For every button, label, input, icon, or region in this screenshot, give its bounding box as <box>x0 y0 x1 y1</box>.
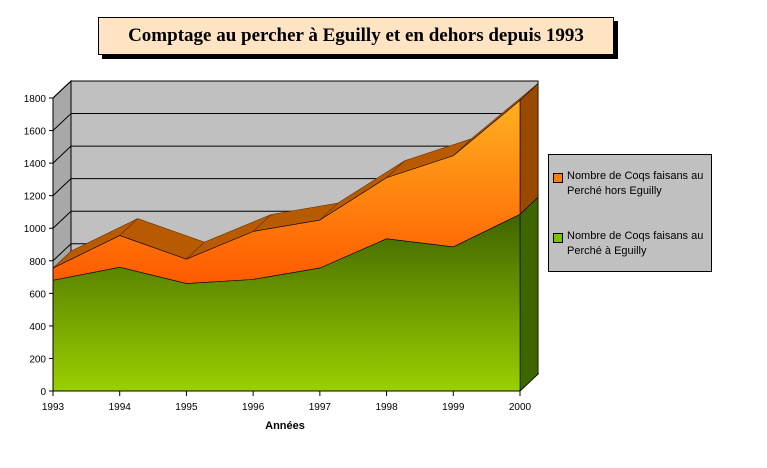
legend-swatch-orange <box>553 173 563 183</box>
legend-item-eguilly: Nombre de Coqs faisans au Perché à Eguil… <box>553 229 707 259</box>
y-tick-label: 0 <box>40 387 46 398</box>
chart-title: Comptage au percher à Eguilly et en deho… <box>98 17 614 55</box>
x-tick-label: 1998 <box>375 402 398 413</box>
x-tick-label: 1995 <box>175 402 198 413</box>
gridline-side <box>52 113 72 131</box>
x-tick-label: 2000 <box>509 402 532 413</box>
y-tick-label: 1600 <box>24 127 47 138</box>
gridline-side <box>52 210 72 229</box>
y-tick-label: 1800 <box>24 94 47 105</box>
y-tick-label: 600 <box>29 289 46 300</box>
series-area-eguilly <box>52 213 521 392</box>
x-axis-tick-labels: 1993 1994 1995 1996 1997 1998 1999 2000 <box>42 402 532 413</box>
gridline-side <box>52 145 72 164</box>
x-tick-label: 1994 <box>109 402 132 413</box>
legend-swatch-green <box>553 233 563 243</box>
y-tick-label: 1200 <box>24 192 47 203</box>
x-tick-label: 1993 <box>42 402 65 413</box>
x-tick-label: 1999 <box>442 402 465 413</box>
y-tick-label: 800 <box>29 257 46 268</box>
gridline-side <box>52 243 72 262</box>
area-end-face-orange <box>519 82 539 216</box>
x-axis-label: Années <box>265 420 305 432</box>
area-end-face-green <box>519 196 539 392</box>
y-tick-label: 1400 <box>24 159 47 170</box>
legend-item-hors-eguilly: Nombre de Coqs faisans au Perché hors Eg… <box>553 169 707 199</box>
gridline-side <box>52 80 72 99</box>
y-axis-tick-labels: 0 200 400 600 800 1000 1200 1400 1600 1800 <box>24 94 47 398</box>
gridline-side <box>52 178 72 197</box>
legend-label: Nombre de Coqs faisans au Perché à Eguil… <box>567 230 704 257</box>
y-tick-label: 1000 <box>24 224 47 235</box>
x-tick-label: 1997 <box>309 402 332 413</box>
axes <box>49 97 521 396</box>
y-tick-label: 400 <box>29 322 46 333</box>
legend: Nombre de Coqs faisans au Perché hors Eg… <box>548 154 712 272</box>
series-areas <box>52 82 539 392</box>
legend-label: Nombre de Coqs faisans au Perché hors Eg… <box>567 170 704 197</box>
y-tick-label: 200 <box>29 354 46 365</box>
x-tick-label: 1996 <box>242 402 265 413</box>
